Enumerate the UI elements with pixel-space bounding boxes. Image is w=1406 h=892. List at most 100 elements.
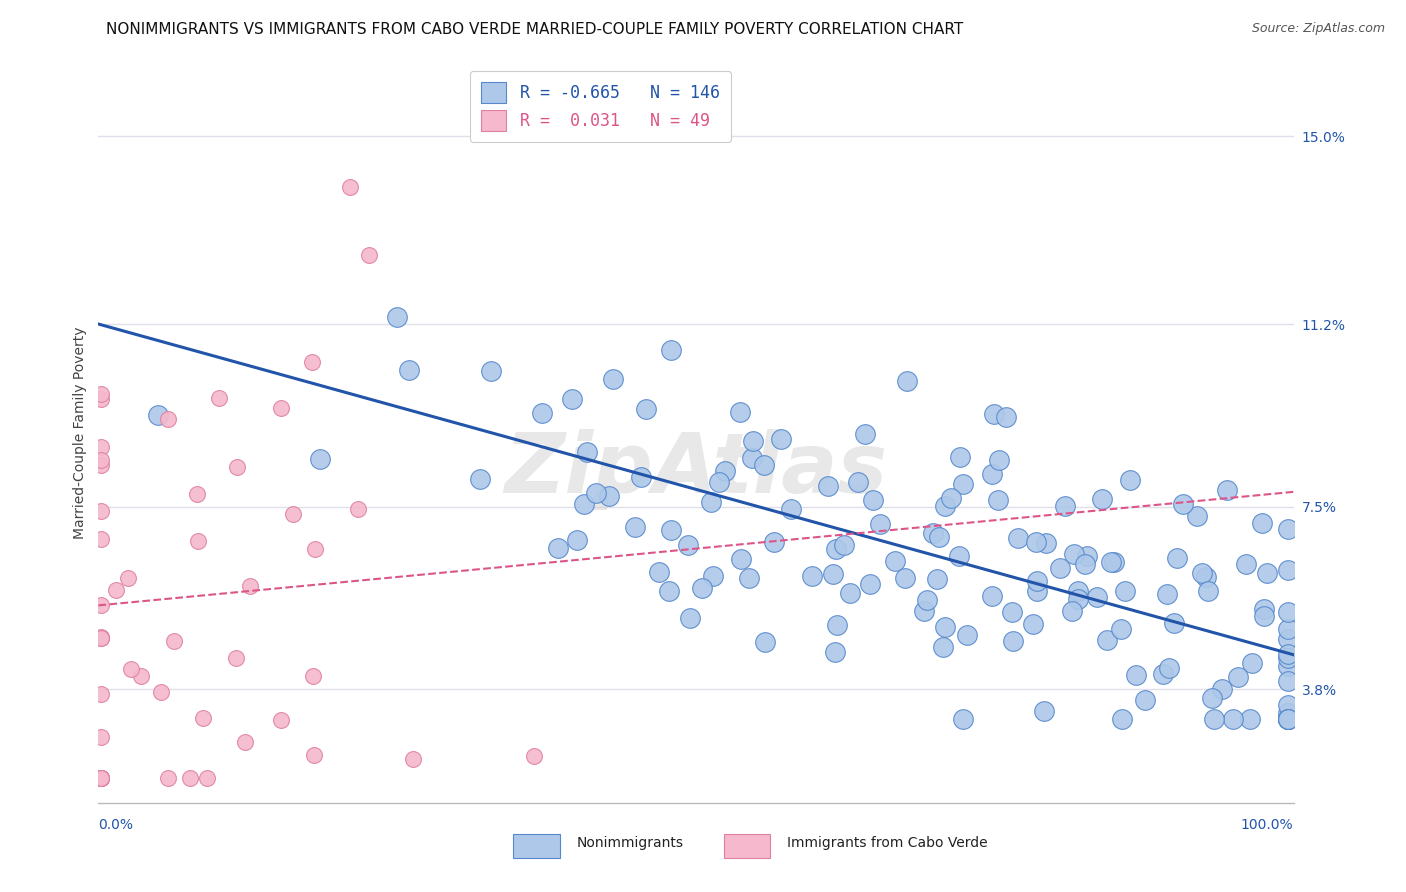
Text: 100.0%: 100.0% [1241,818,1294,831]
Point [1211,682,1233,697]
Point [714,464,737,478]
Point [934,499,956,513]
Point [90,504,112,518]
Point [302,747,325,762]
Point [129,668,152,682]
Point [90,599,112,613]
Point [846,475,869,490]
Point [1277,674,1299,689]
Point [1033,705,1056,719]
Point [1202,712,1225,726]
Point [1277,712,1299,726]
Point [301,355,323,369]
Point [1277,522,1299,536]
Text: Immigrants from Cabo Verde: Immigrants from Cabo Verde [787,836,988,850]
Point [925,572,948,586]
Point [1277,706,1299,720]
Point [869,517,891,532]
Point [120,661,142,675]
Point [1026,583,1049,598]
Point [754,635,776,649]
Point [148,408,170,422]
Point [1133,693,1156,707]
Point [1277,647,1299,661]
Point [572,498,595,512]
Text: Nonimmigrants: Nonimmigrants [576,836,683,850]
Point [817,479,839,493]
Point [585,486,607,500]
Point [932,640,955,654]
Point [208,391,231,405]
Point [347,501,370,516]
Point [187,533,209,548]
Point [769,432,792,446]
Point [239,579,262,593]
Point [1240,656,1263,670]
Point [281,507,304,521]
Point [1226,670,1249,684]
Point [479,364,502,378]
Point [1156,587,1178,601]
Point [738,571,761,585]
Point [658,584,681,599]
Text: ZipAtlas: ZipAtlas [505,429,887,510]
Legend: R = -0.665   N = 146, R =  0.031   N = 49: R = -0.665 N = 146, R = 0.031 N = 49 [470,70,731,142]
Point [1054,499,1077,513]
Point [1166,551,1188,566]
Point [884,553,907,567]
Point [1067,591,1090,606]
Point [956,628,979,642]
Point [191,711,214,725]
Point [648,566,671,580]
Point [402,752,425,766]
Point [679,610,702,624]
Point [339,179,361,194]
Point [1002,634,1025,648]
Text: Source: ZipAtlas.com: Source: ZipAtlas.com [1251,22,1385,36]
Point [1091,492,1114,507]
Point [934,620,956,634]
Point [700,495,723,509]
Point [1001,605,1024,619]
Point [186,487,208,501]
Point [659,524,682,538]
Point [468,472,491,486]
Point [1125,668,1147,682]
Point [921,525,943,540]
Point [598,489,620,503]
Point [398,363,420,377]
Point [547,541,569,555]
Point [1253,609,1275,624]
Point [1277,712,1299,726]
Point [1277,651,1299,665]
Point [763,535,786,549]
Point [561,392,583,406]
Point [1277,712,1299,726]
Point [1102,554,1125,568]
Point [1277,623,1299,637]
Point [1109,622,1132,636]
Point [1025,535,1047,549]
Point [952,712,974,726]
Point [162,634,184,648]
Point [928,530,950,544]
Point [1253,602,1275,616]
Point [987,492,1010,507]
Point [90,387,112,401]
Point [1277,605,1299,619]
Point [981,467,1004,481]
Point [630,470,652,484]
Point [357,248,380,262]
Point [149,685,172,699]
Point [824,542,846,557]
Point [90,458,112,472]
Point [678,538,700,552]
Point [1215,483,1237,497]
Point [1222,712,1244,726]
Point [90,392,112,407]
Point [530,406,553,420]
Point [1277,712,1299,726]
Point [1111,712,1133,726]
Point [1035,536,1057,550]
Point [634,402,657,417]
